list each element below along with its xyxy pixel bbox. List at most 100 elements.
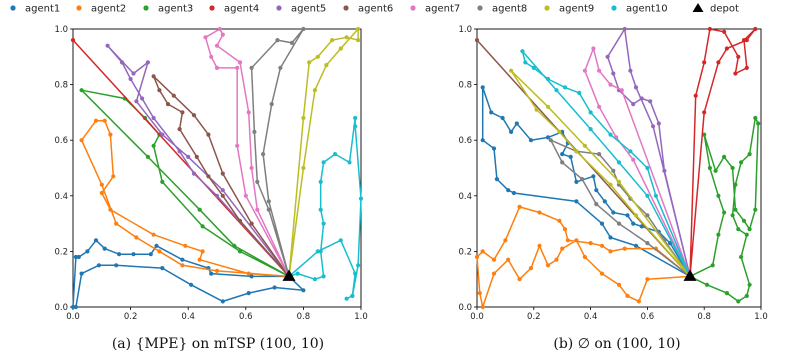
series-agent8 [548, 138, 693, 279]
route-point [594, 202, 599, 207]
route-point [200, 224, 205, 229]
legend-marker [276, 5, 282, 11]
series-agent8 [249, 26, 306, 279]
route-point [148, 252, 153, 257]
route-point [582, 143, 588, 148]
route-point [220, 193, 225, 198]
legend-label: agent5 [291, 4, 326, 15]
route-point [353, 124, 358, 129]
route-point [599, 221, 605, 226]
series-agent2 [474, 204, 693, 310]
route-point [733, 71, 738, 76]
legend-item-agent8: agent8 [477, 4, 527, 15]
legend-label: agent8 [492, 4, 527, 15]
route-point [237, 249, 243, 254]
route-point [554, 257, 559, 262]
series-agent3 [687, 115, 761, 304]
route-point [235, 65, 240, 70]
legend-marker [544, 5, 550, 11]
y-tick-label: 0.0 [54, 303, 68, 313]
route-point [249, 165, 254, 171]
route-point [741, 218, 747, 223]
legend-marker [143, 5, 149, 11]
route-point [353, 271, 358, 276]
route-point [194, 154, 199, 159]
route-point [733, 182, 738, 187]
route-point [739, 160, 744, 165]
route-point [145, 154, 150, 159]
route-point [289, 40, 294, 46]
route-point [266, 199, 271, 204]
route-point [633, 243, 639, 248]
route-line-agent6 [152, 75, 290, 277]
route-point [645, 165, 650, 171]
route-point [744, 232, 749, 237]
route-line-agent7 [584, 47, 691, 277]
route-point [255, 179, 260, 184]
x-tick-label: 1.0 [354, 312, 368, 322]
route-point [171, 93, 176, 98]
route-point [528, 138, 534, 143]
route-point [582, 68, 588, 73]
plot-frame [476, 28, 762, 308]
route-point [724, 291, 730, 296]
y-tick-label: 1.0 [458, 25, 472, 35]
route-point [744, 65, 749, 70]
y-tick-label: 0.2 [54, 247, 68, 257]
legend-item-agent10: agent10 [611, 4, 668, 15]
route-point [99, 182, 104, 187]
route-point [619, 88, 624, 93]
plot-frame [72, 28, 362, 308]
route-point [639, 224, 644, 229]
legend-label: agent2 [91, 4, 126, 15]
x-tick-label: 0.2 [527, 312, 541, 322]
legend-label: agent7 [425, 4, 460, 15]
route-point [631, 102, 636, 107]
route-point [591, 174, 596, 179]
route-point [594, 188, 599, 193]
route-point [491, 257, 497, 262]
route-point [96, 263, 101, 268]
route-point [79, 88, 84, 93]
depot-marker [683, 269, 697, 281]
route-point [577, 90, 582, 95]
route-point [645, 241, 650, 246]
route-point [636, 299, 642, 304]
route-point [599, 271, 605, 276]
route-point [151, 232, 156, 237]
route-point [545, 263, 551, 268]
route-line-agent2 [80, 119, 290, 278]
route-point [73, 254, 78, 260]
route-point [105, 43, 110, 48]
route-point [480, 85, 485, 90]
route-point [312, 277, 317, 282]
route-point [704, 282, 710, 287]
route-point [134, 235, 139, 240]
route-point [545, 76, 551, 82]
route-point [548, 138, 553, 143]
route-point [76, 254, 81, 260]
route-point [154, 243, 159, 248]
route-point [301, 165, 306, 171]
route-point [480, 138, 485, 143]
legend-item-agent2: agent2 [76, 4, 126, 15]
route-point [520, 49, 525, 54]
legend-item-depot: depot [692, 3, 739, 15]
route-point [353, 115, 358, 121]
route-point [474, 254, 480, 260]
route-point [560, 160, 565, 165]
legend-marker [477, 5, 483, 11]
route-point [111, 174, 116, 179]
route-point [662, 168, 667, 173]
route-point [580, 177, 585, 182]
route-point [713, 168, 718, 173]
panel-a: 0.0 0.2 0.4 0.6 0.8 1.0 0.0 0.2 0.4 0.6 0.8 1.0 [54, 25, 367, 322]
legend-label: agent6 [358, 4, 393, 15]
route-point [616, 179, 622, 184]
y-tick-label: 0.8 [458, 81, 472, 91]
route-point [237, 218, 243, 223]
y-tick-label: 0.0 [458, 303, 472, 313]
route-point [562, 227, 568, 232]
route-point [160, 266, 165, 271]
route-point [200, 249, 205, 254]
